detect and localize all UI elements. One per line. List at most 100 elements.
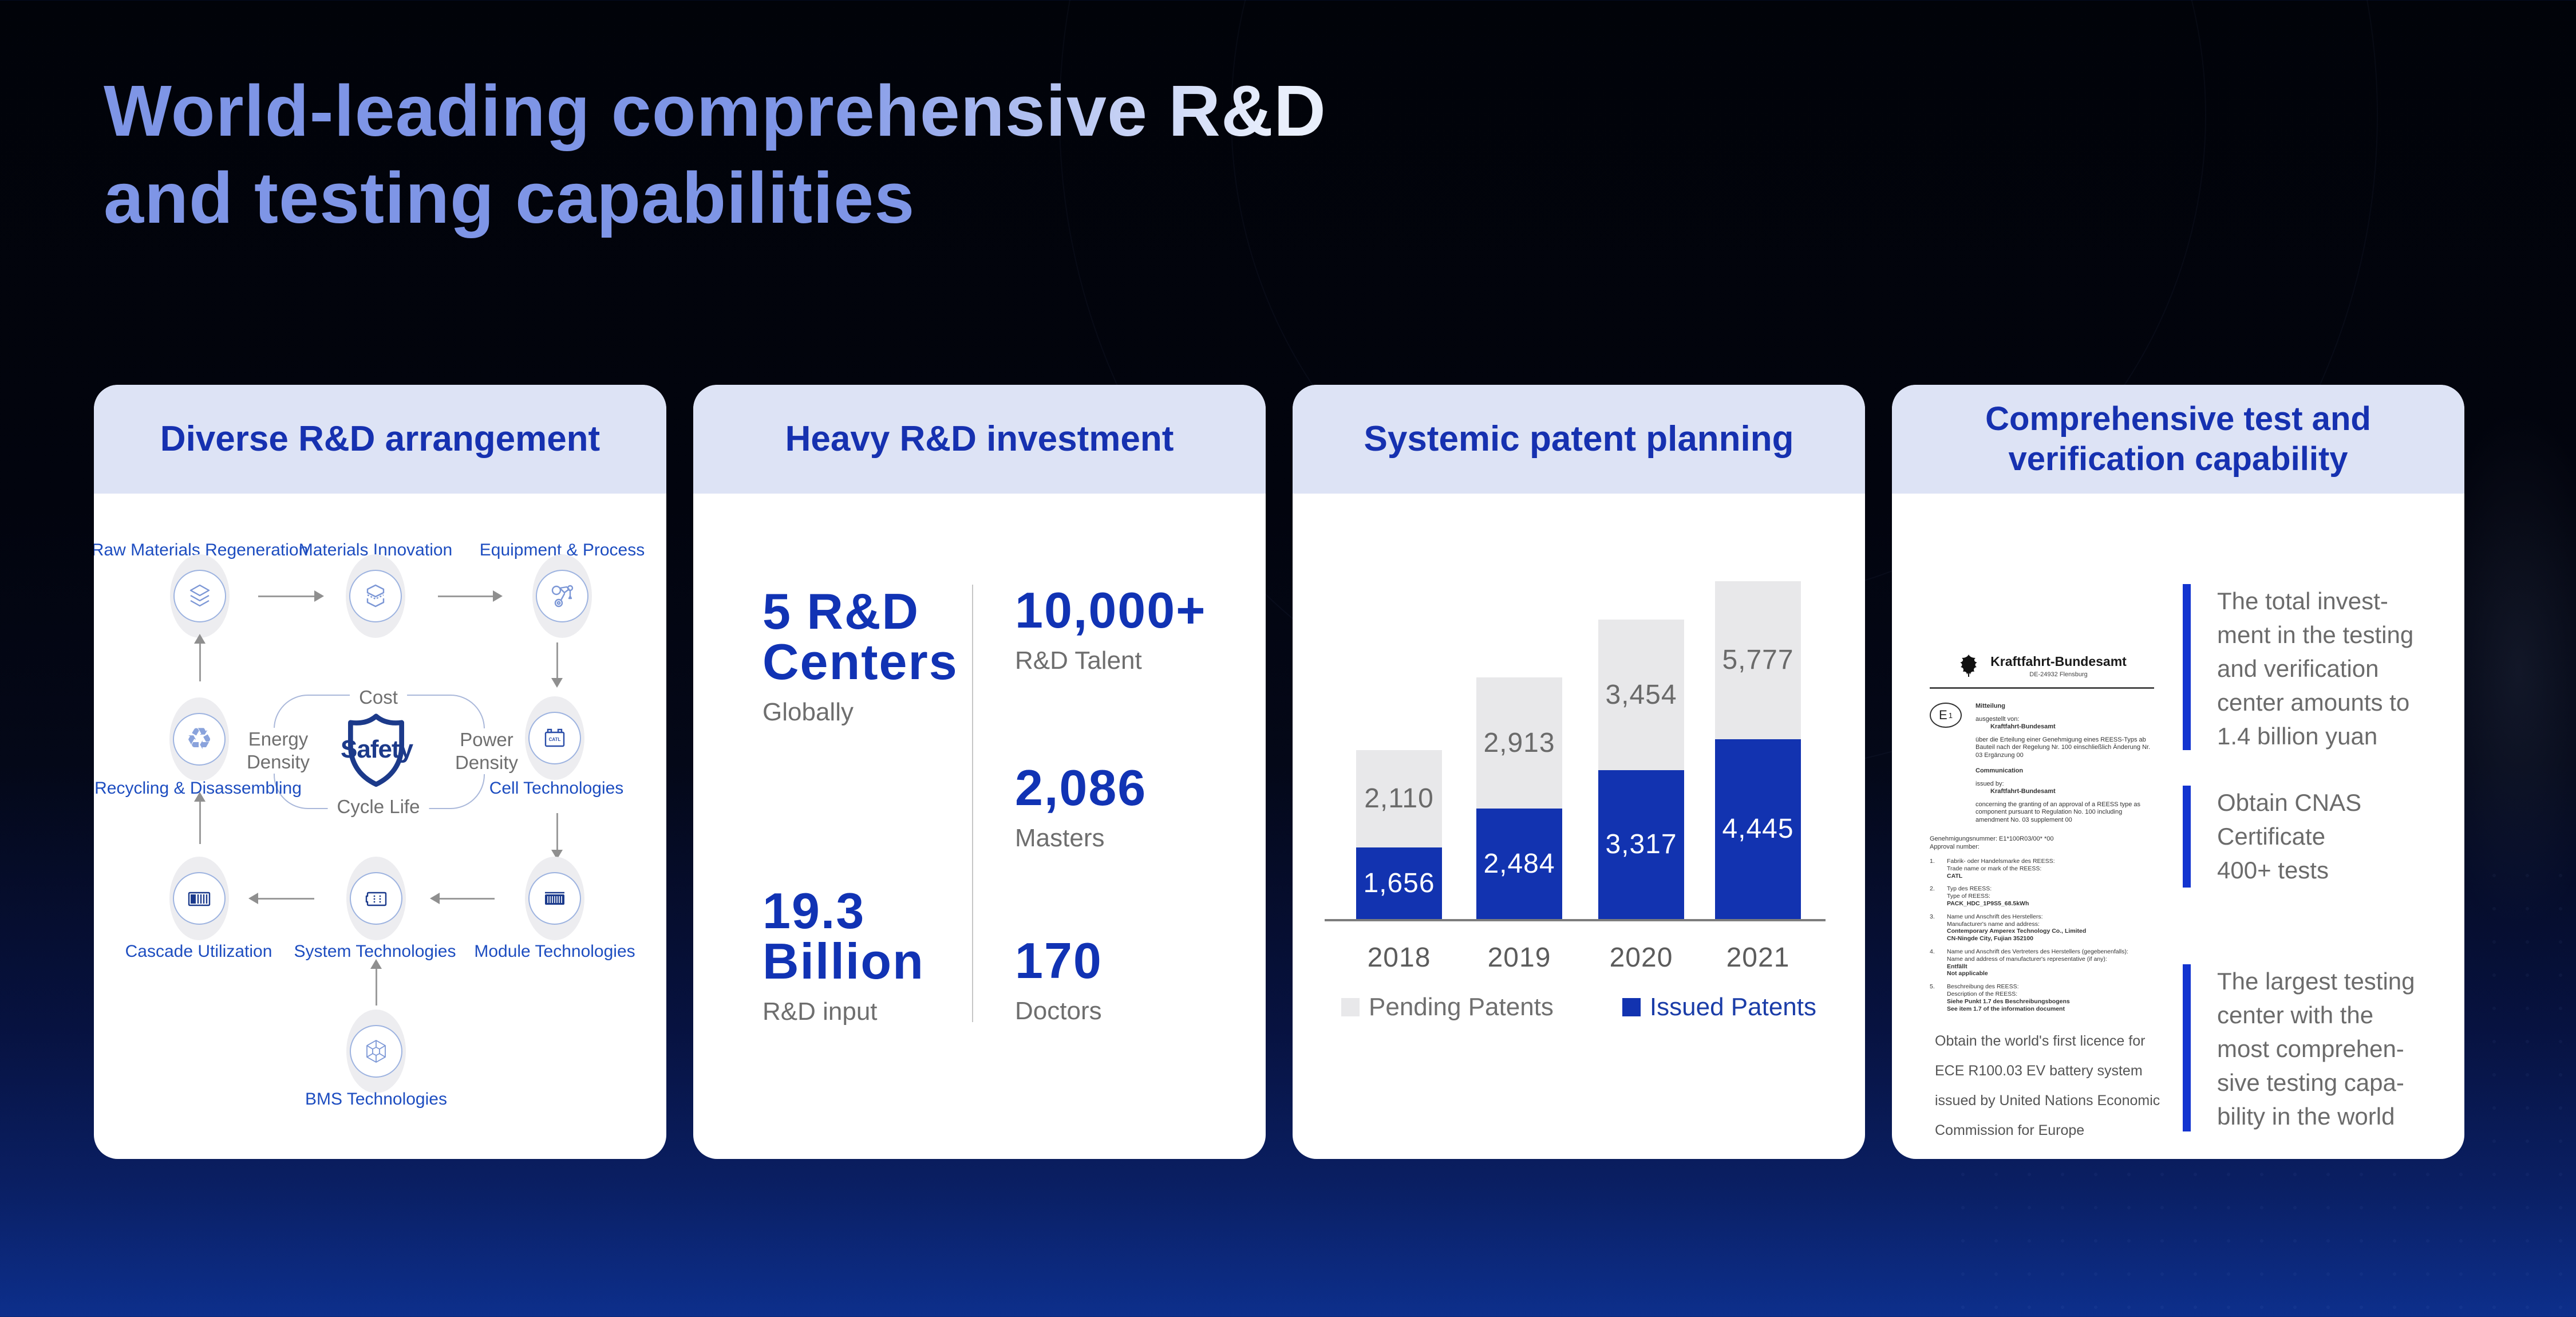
certificate-item-5: 5. Beschreibung des REESS: Description of … bbox=[1930, 983, 2154, 1012]
patent-chart: 2,110 1,656 2018 2,913 2,484 2019 3,454 3,317 20… bbox=[1293, 385, 1865, 1159]
certificate-item-number: 2. bbox=[1930, 885, 1935, 893]
test-title-line1: Comprehensive test and bbox=[1985, 400, 2371, 437]
certificate-item-value: Contemporary Amperex Technology Co., Lim… bbox=[1947, 928, 2087, 935]
cert-de-issuer: Kraftfahrt-Bundesamt bbox=[1990, 723, 2056, 730]
arrow-cascade-to-recycling bbox=[194, 792, 206, 844]
highlight-line: 1.4 billion yuan bbox=[2217, 723, 2378, 750]
page-title: World-leading comprehensive R&D and test… bbox=[104, 68, 1326, 242]
materials-innovation-node bbox=[346, 554, 405, 638]
certificate-item-de: Fabrik- oder Handelsmarke des REESS: bbox=[1947, 858, 2055, 865]
certificate-item-value: See item 1.7 of the information document bbox=[1947, 1005, 2065, 1012]
rd-investment-body: 5 R&D Centers Globally 10,000+ R&D Talen… bbox=[693, 385, 1266, 1159]
highlight-line: The largest testing bbox=[2217, 968, 2415, 995]
stat-rd-input-label: R&D input bbox=[762, 997, 878, 1026]
recycle-icon: ♻ bbox=[185, 722, 213, 756]
arrow-head-icon bbox=[370, 959, 382, 969]
highlight-cnas-text: Obtain CNAS Certificate 400+ tests bbox=[2217, 786, 2361, 888]
cell-technologies-circle: CATL bbox=[528, 712, 581, 764]
highlight-line: and verification bbox=[2217, 655, 2379, 682]
highlight-largest-center-text: The largest testing center with the most… bbox=[2217, 964, 2415, 1133]
bms-circle bbox=[350, 1025, 402, 1078]
ece-note-line: ECE R100.03 EV battery system bbox=[1935, 1063, 2143, 1079]
battery-module-icon bbox=[545, 892, 564, 905]
arrow-module-to-system bbox=[430, 893, 495, 904]
certificate-item-3: 3. Name und Anschrift des Herstellers: Man… bbox=[1930, 913, 2154, 943]
layers-icon bbox=[189, 584, 210, 607]
highlight-accent-bar bbox=[2183, 786, 2191, 888]
chart-legend: Pending Patents Issued Patents bbox=[1293, 993, 1865, 1022]
highlight-line: 400+ tests bbox=[2217, 857, 2329, 884]
stat-rd-talent: 10,000+ R&D Talent bbox=[1015, 585, 1207, 675]
node-label-cell-technologies: Cell Technologies bbox=[489, 779, 624, 798]
card-rd-arrangement: Diverse R&D arrangement Raw Materials Re… bbox=[94, 385, 666, 1159]
certificate-item-value: CN-Ningde City, Fujian 352100 bbox=[1947, 935, 2033, 943]
certificate-item-2: 2. Typ des REESS: Type of REESS: PACK_HDC_1… bbox=[1930, 885, 2154, 907]
arrow-head-icon bbox=[194, 792, 206, 802]
stat-rd-centers-value1: 5 R&D bbox=[762, 583, 920, 640]
card-rd-investment-title: Heavy R&D investment bbox=[785, 419, 1174, 459]
certificate-rule bbox=[1930, 687, 2154, 689]
raw-materials-node bbox=[170, 554, 230, 638]
certificate-item-de: Typ des REESS: bbox=[1947, 885, 1992, 893]
certificate-item-text: Beschreibung des REESS: Description of th… bbox=[1947, 983, 2070, 1012]
cert-de-body: über die Erteilung einer Genehmigung ein… bbox=[1976, 736, 2151, 759]
certificate-item-value: CATL bbox=[1947, 872, 1963, 880]
x-axis-line bbox=[1325, 919, 1826, 921]
power-density-label: Power Density bbox=[445, 728, 528, 774]
arrow-head-icon bbox=[194, 634, 206, 644]
arrow-head-icon bbox=[314, 590, 324, 602]
equipment-process-node bbox=[532, 554, 592, 638]
cert-de-heading: Mitteilung bbox=[1976, 703, 2005, 709]
recycling-node: ♻ bbox=[169, 697, 229, 781]
highlight-line: center amounts to bbox=[2217, 689, 2410, 716]
highlight-line: bility in the world bbox=[2217, 1103, 2395, 1130]
highlight-line: center with the bbox=[2217, 1001, 2374, 1028]
card-rd-investment: Heavy R&D investment 5 R&D Centers Globa… bbox=[693, 385, 1266, 1159]
safety-label: Safety bbox=[341, 735, 413, 763]
stat-masters-value: 2,086 bbox=[1015, 759, 1147, 816]
robot-arm-icon bbox=[551, 585, 574, 608]
certificate-item-value: Siehe Punkt 1.7 des Beschreibungsbogens bbox=[1947, 997, 2070, 1005]
ece-note-line: Obtain the world's first licence for bbox=[1935, 1033, 2146, 1049]
pending-bar-segment-2018 bbox=[1356, 750, 1442, 847]
cost-label: Cost bbox=[350, 686, 407, 709]
issued-value-label-2020: 3,317 bbox=[1605, 829, 1677, 859]
pending-bar-segment-2020 bbox=[1598, 620, 1684, 770]
issued-bar-segment-2020 bbox=[1598, 770, 1684, 919]
energy-density-label: Energy Density bbox=[237, 728, 319, 774]
ece-licence-note: Obtain the world's first licence for ECE… bbox=[1935, 1026, 2255, 1145]
battery-pack-icon bbox=[365, 892, 387, 906]
highlight-line: most comprehen- bbox=[2217, 1035, 2404, 1062]
battery-module-circle bbox=[528, 872, 581, 925]
stat-rd-talent-value: 10,000+ bbox=[1015, 582, 1207, 638]
stat-doctors: 170 Doctors bbox=[1015, 936, 1103, 1025]
certificate-item-value: Not applicable bbox=[1947, 970, 1988, 977]
arrow-raw-to-materials bbox=[258, 590, 324, 602]
stat-masters-label: Masters bbox=[1015, 824, 1105, 852]
highlight-investment: The total invest- ment in the testing an… bbox=[2183, 584, 2413, 753]
issued-bar-segment-2021 bbox=[1715, 739, 1801, 919]
certificate-items: 1. Fabrik- oder Handelsmarke des REESS: Tr… bbox=[1930, 858, 2154, 1012]
certificate-item-1: 1. Fabrik- oder Handelsmarke des REESS: Tr… bbox=[1930, 858, 2154, 880]
cert-de-issued-label: ausgestellt von: bbox=[1976, 715, 2020, 723]
stat-rd-centers: 5 R&D Centers Globally bbox=[762, 586, 958, 726]
approval-de: Genehmigungsnummer: E1*100R03/00* *00 bbox=[1930, 835, 2054, 842]
system-technologies-node bbox=[346, 857, 406, 940]
arrow-cell-to-module bbox=[551, 813, 563, 859]
node-label-module: Module Technologies bbox=[474, 942, 635, 961]
certificate-item-text: Name und Anschrift des Herstellers: Manuf… bbox=[1947, 913, 2086, 943]
bms-cube-icon bbox=[366, 1040, 386, 1063]
certificate-item-de: Name und Anschrift des Herstellers: bbox=[1947, 913, 2043, 920]
highlight-line: ment in the testing bbox=[2217, 621, 2414, 648]
legend-pending-label: Pending Patents bbox=[1369, 993, 1554, 1021]
card-patent-planning: Systemic patent planning 2,110 1,656 2018 2… bbox=[1293, 385, 1865, 1159]
arrow-bms-to-system bbox=[370, 959, 382, 1006]
electrode-stack-icon bbox=[366, 584, 385, 608]
issued-value-label-2021: 4,445 bbox=[1722, 814, 1794, 844]
certificate-item-value: PACK_HDC_1P9S5_68.5kWh bbox=[1947, 900, 2029, 907]
card-rd-arrangement-title: Diverse R&D arrangement bbox=[160, 419, 600, 459]
federal-eagle-icon bbox=[1960, 654, 1978, 677]
